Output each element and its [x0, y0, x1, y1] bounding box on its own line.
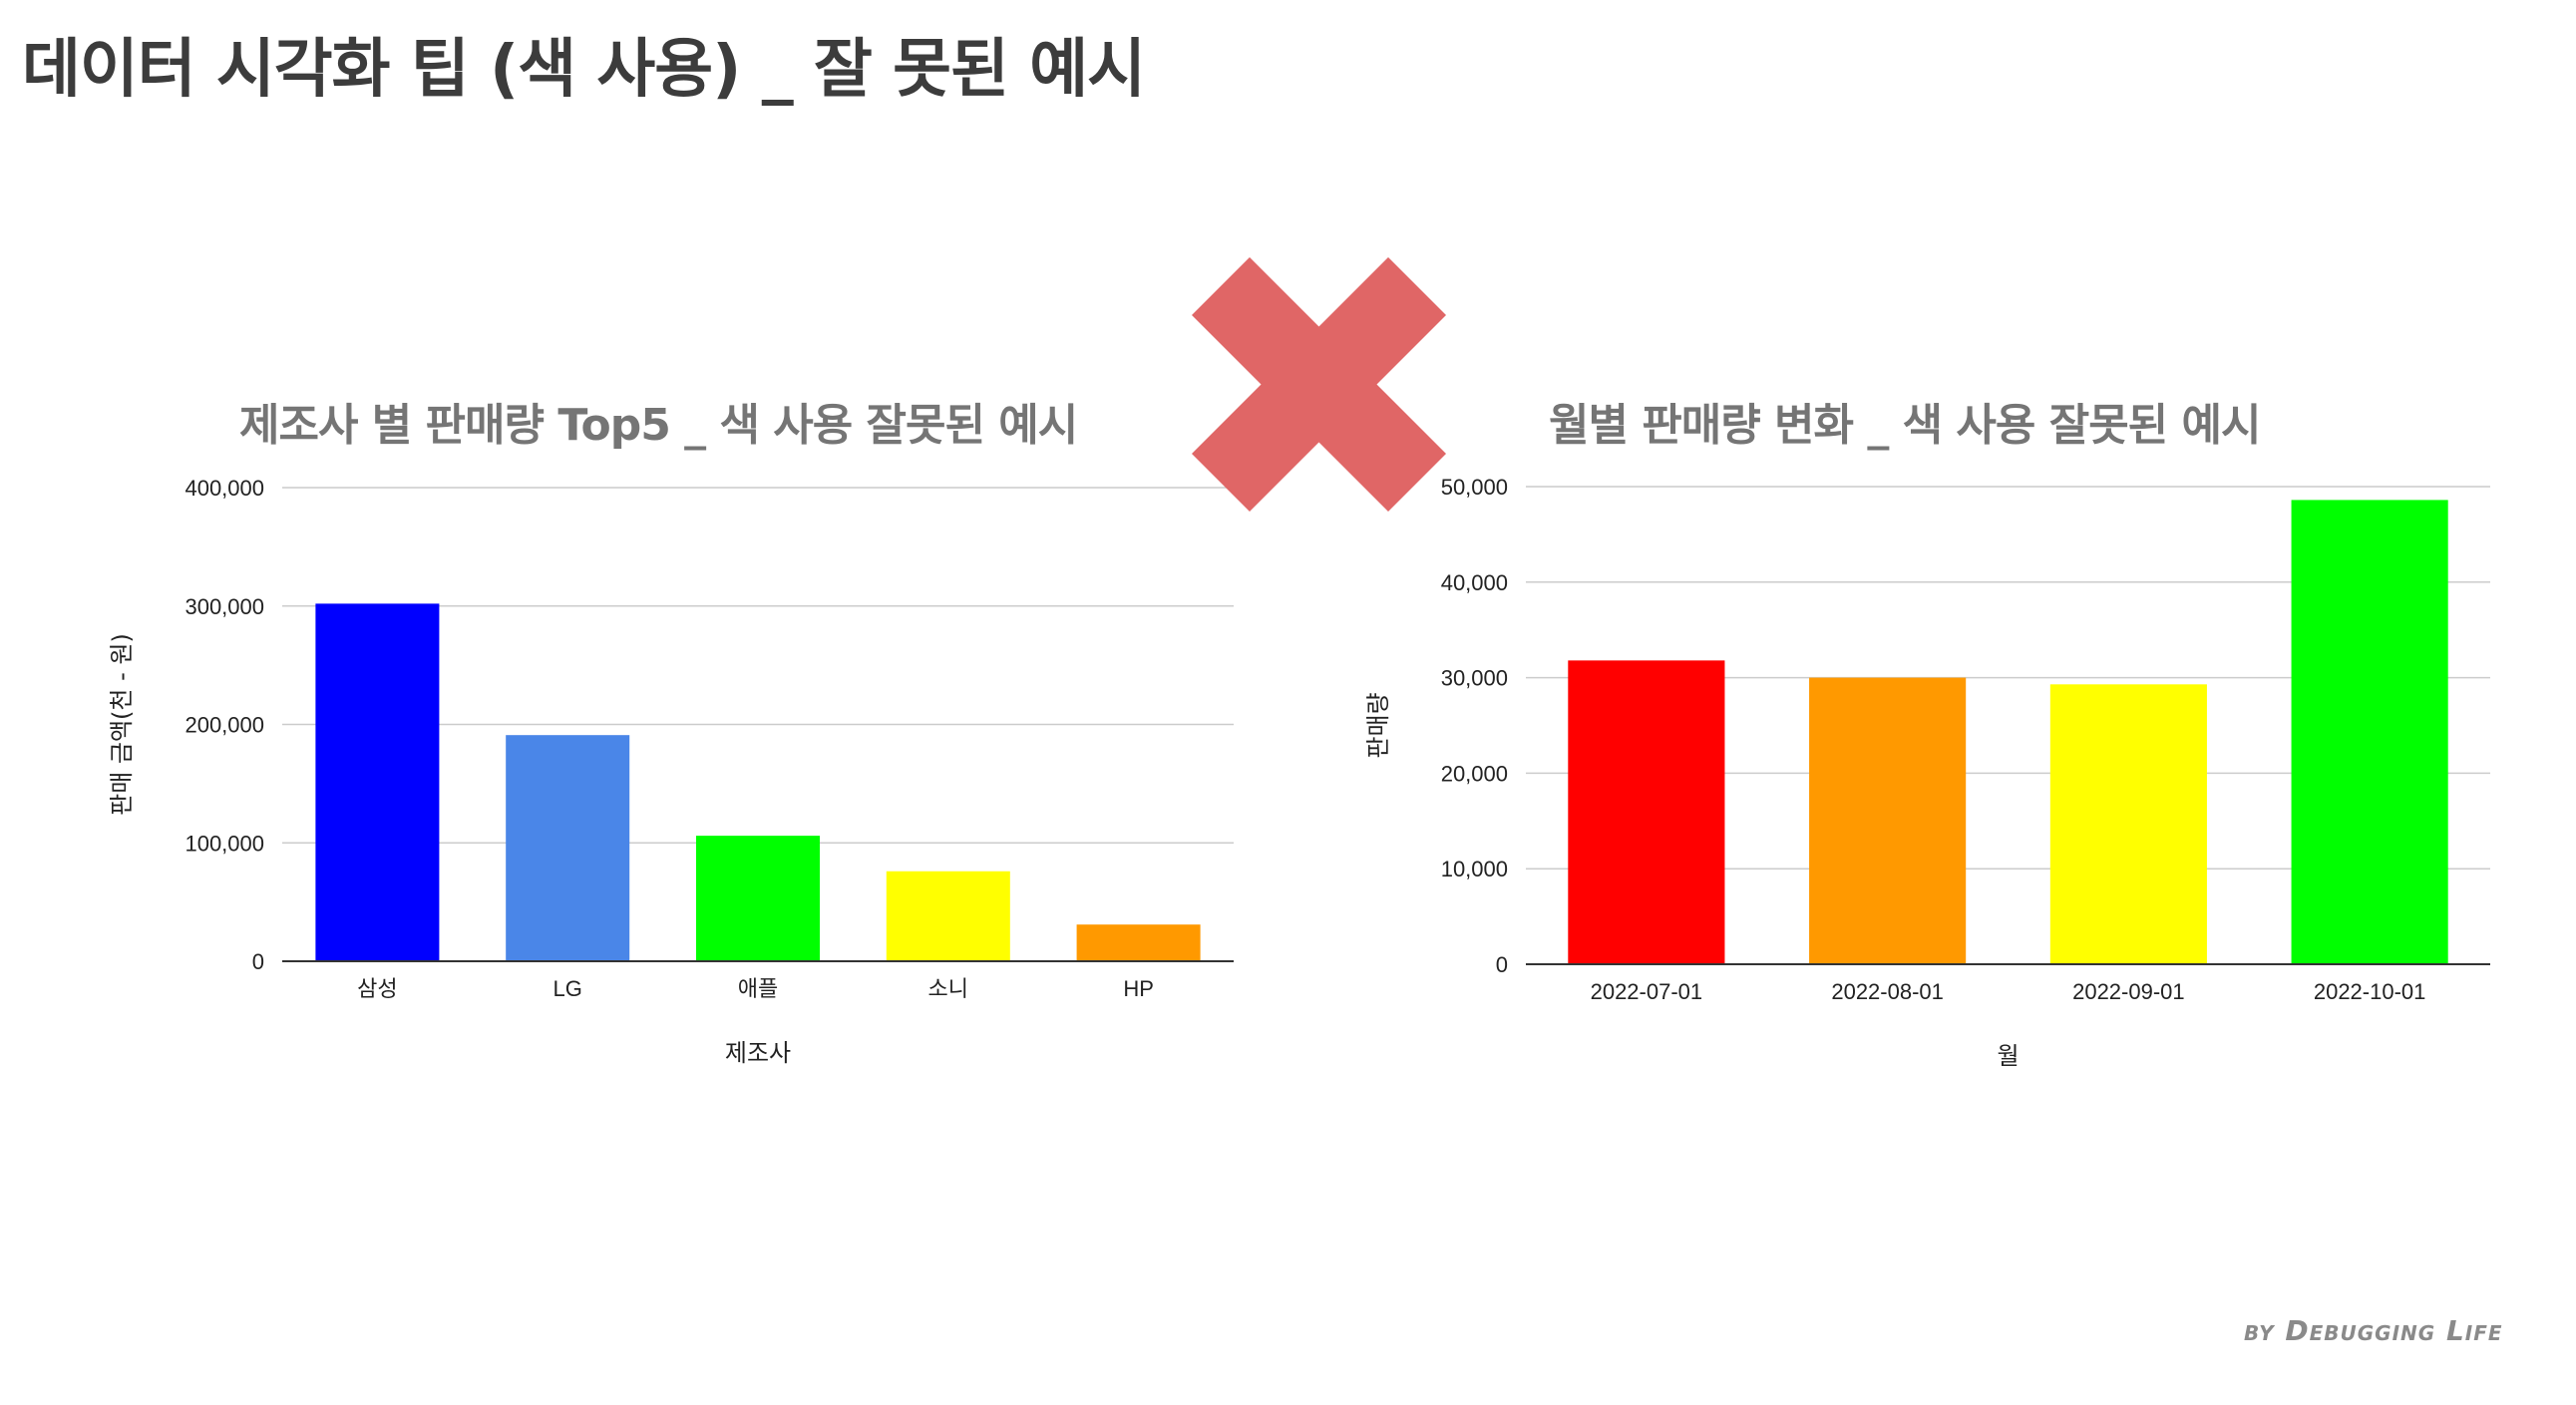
y-tick-label: 100,000: [184, 831, 264, 856]
x-tick-label: 소니: [928, 976, 968, 1001]
x-tick-label: LG: [553, 976, 582, 1001]
bar-2022-07-01: [1568, 660, 1725, 964]
y-tick-label: 0: [252, 949, 264, 974]
y-tick-label: 400,000: [184, 476, 264, 501]
y-tick-label: 0: [1496, 952, 1508, 977]
y-axis-title: 판매 금액(천 - 원): [108, 633, 136, 816]
bar-2022-08-01: [1809, 677, 1967, 964]
x-cross-icon: [1192, 257, 1446, 516]
bar-LG: [506, 735, 630, 961]
left-chart: 0 100,000 200,000 300,000 400,000 삼성 LG 애플 소니 HP 제…: [108, 476, 1234, 1067]
x-tick-label: 삼성: [357, 976, 397, 1001]
y-tick-label: 10,000: [1441, 857, 1508, 881]
x-tick-label: HP: [1123, 976, 1154, 1001]
y-tick-label: 50,000: [1441, 475, 1508, 500]
left-chart-title: 제조사 별 판매량 Top5 _ 색 사용 잘못된 예시: [239, 400, 1078, 451]
bar-HP: [1076, 924, 1201, 961]
bar-2022-09-01: [2049, 684, 2207, 964]
x-tick-label: 애플: [738, 976, 778, 1001]
y-axis-title: 판매량: [1364, 692, 1392, 758]
right-chart: 0 10,000 20,000 30,000 40,000 50,000 2022-07-0…: [1364, 475, 2490, 1070]
y-tick-label: 40,000: [1441, 570, 1508, 595]
x-tick-label: 2022-08-01: [1831, 979, 1944, 1004]
x-tick-label: 2022-07-01: [1591, 979, 1703, 1004]
page-title: 데이터 시각화 팁 (색 사용) _ 잘 못된 예시: [22, 33, 1146, 107]
y-tick-label: 30,000: [1441, 666, 1508, 691]
bar-소니: [886, 871, 1010, 961]
x-axis-title: 월: [1997, 1042, 2019, 1070]
x-axis-title: 제조사: [725, 1039, 791, 1067]
bar-삼성: [315, 603, 440, 961]
credit-text: by Debugging Life: [2244, 1314, 2503, 1347]
bar-애플: [695, 836, 821, 961]
bar-2022-10-01: [2291, 500, 2448, 964]
y-tick-label: 200,000: [184, 713, 264, 738]
x-tick-label: 2022-10-01: [2314, 979, 2426, 1004]
y-tick-label: 20,000: [1441, 761, 1508, 786]
right-chart-title: 월별 판매량 변화 _ 색 사용 잘못된 예시: [1549, 400, 2261, 451]
y-tick-label: 300,000: [184, 594, 264, 619]
x-tick-label: 2022-09-01: [2072, 979, 2185, 1004]
